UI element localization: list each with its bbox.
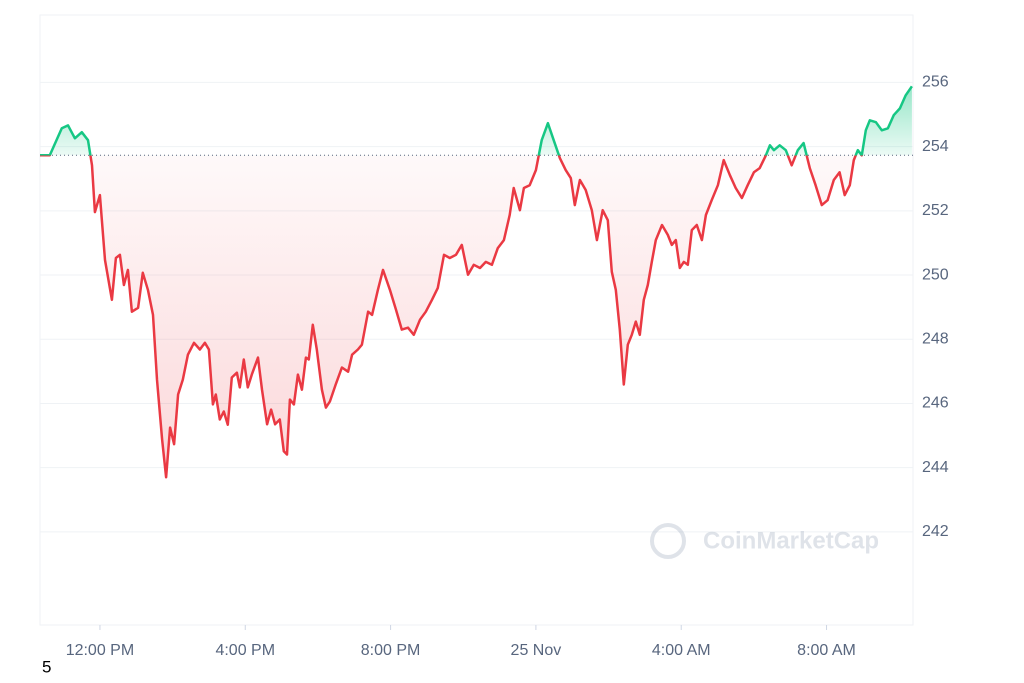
plot-frame — [39, 14, 914, 626]
y-tick-label: 242 — [922, 523, 949, 540]
y-tick-label: 252 — [922, 202, 949, 219]
y-tick-label: 248 — [922, 330, 949, 347]
y-tick-label: 246 — [922, 395, 949, 412]
price-line — [40, 85, 913, 479]
x-tick-label: 8:00 PM — [361, 642, 421, 659]
watermark-logo — [650, 523, 686, 559]
x-tick-label: 8:00 AM — [797, 642, 856, 659]
price-area — [40, 86, 912, 478]
footnote: 5 — [42, 657, 51, 676]
y-tick-label: 244 — [922, 459, 949, 476]
watermark-group: CoinMarketCap — [650, 523, 879, 559]
x-tick-label: 12:00 PM — [66, 642, 134, 659]
y-tick-label: 256 — [922, 74, 949, 91]
y-tick-label: 254 — [922, 138, 949, 155]
watermark: CoinMarketCap — [703, 527, 879, 554]
y-tick-label: 250 — [922, 266, 949, 283]
x-tick-label: 25 Nov — [511, 642, 562, 659]
x-tick-label: 4:00 PM — [215, 642, 275, 659]
x-tick-label: 4:00 AM — [652, 642, 711, 659]
